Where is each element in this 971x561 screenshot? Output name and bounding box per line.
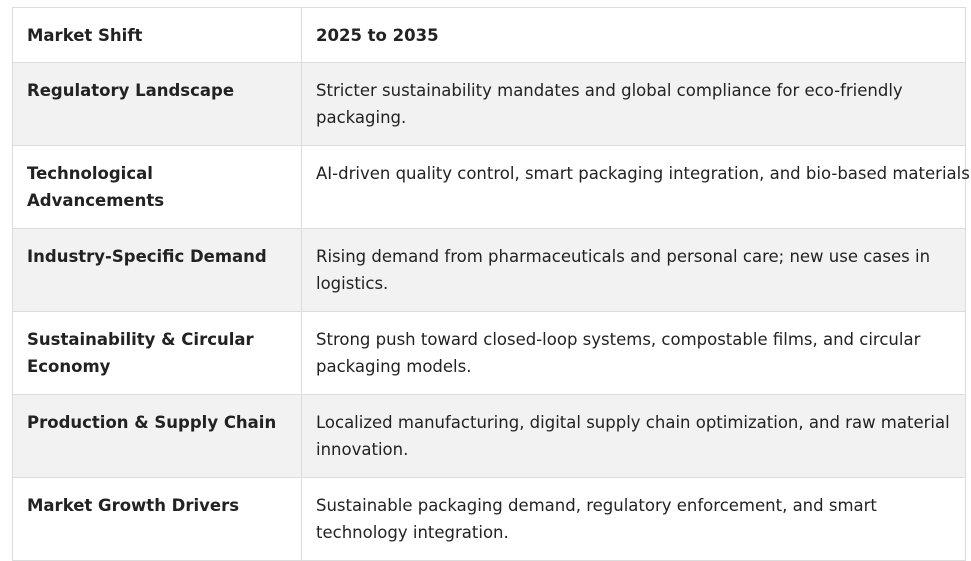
row-value: Localized manufacturing, digital supply …: [301, 394, 966, 478]
table-row: Technological Advancements AI-driven qua…: [12, 145, 971, 229]
table-row: Sustainability & Circular Economy Strong…: [12, 311, 966, 395]
row-value: Rising demand from pharmaceuticals and p…: [301, 228, 966, 312]
row-value: AI-driven quality control, smart packagi…: [301, 145, 971, 229]
table-row: Market Growth Drivers Sustainable packag…: [12, 477, 966, 561]
row-label: Technological Advancements: [12, 145, 302, 229]
row-value: Sustainable packaging demand, regulatory…: [301, 477, 966, 561]
market-shift-table: Market Shift 2025 to 2035 Regulatory Lan…: [12, 7, 971, 561]
row-label: Regulatory Landscape: [12, 62, 302, 146]
row-value: Stricter sustainability mandates and glo…: [301, 62, 966, 146]
table-row: Industry-Specific Demand Rising demand f…: [12, 228, 966, 312]
header-market-shift: Market Shift: [12, 7, 302, 63]
row-value: Strong push toward closed-loop systems, …: [301, 311, 966, 395]
header-period: 2025 to 2035: [301, 7, 966, 63]
row-label: Market Growth Drivers: [12, 477, 302, 561]
table-header-row: Market Shift 2025 to 2035: [12, 7, 966, 63]
row-label: Industry-Specific Demand: [12, 228, 302, 312]
table-row: Production & Supply Chain Localized manu…: [12, 394, 966, 478]
table-row: Regulatory Landscape Stricter sustainabi…: [12, 62, 966, 146]
row-label: Sustainability & Circular Economy: [12, 311, 302, 395]
row-label: Production & Supply Chain: [12, 394, 302, 478]
